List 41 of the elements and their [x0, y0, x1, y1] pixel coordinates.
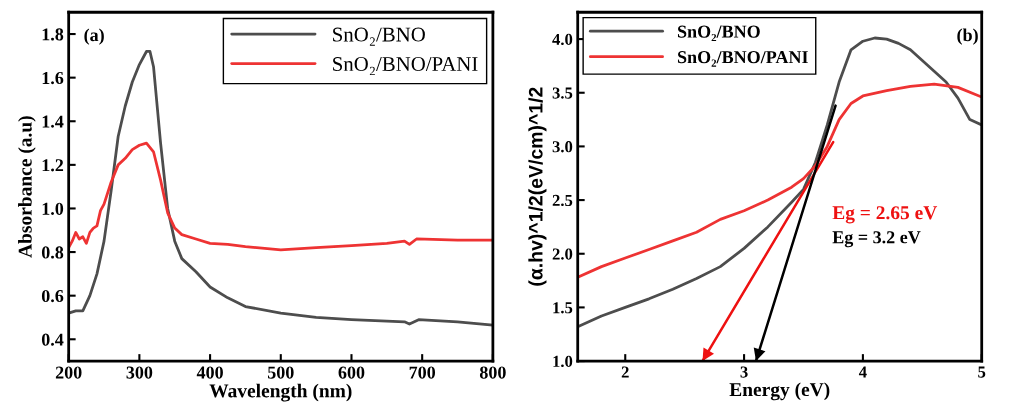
annotation: (a) — [84, 28, 104, 45]
x-tick-label: 2 — [621, 366, 629, 378]
x-tick-label: 600 — [338, 366, 365, 379]
y-axis-title: Absorbance (a.u) — [18, 116, 36, 258]
x-tick-label: 4 — [858, 366, 867, 378]
x-tick-label: 200 — [55, 366, 82, 379]
line-series — [68, 141, 493, 252]
legend-label: SnO₂/BNO/PANI — [677, 51, 808, 67]
x-tick-label: 3 — [740, 366, 748, 378]
annotation: Eg = 3.2 eV — [832, 231, 921, 248]
y-axis-title: (α.hv)^1/2(eV/cm)^1/2 — [528, 87, 547, 286]
y-tick-label: 0.8 — [41, 246, 64, 259]
x-tick-label: 400 — [196, 366, 223, 379]
y-tick-label: 0.6 — [41, 289, 64, 303]
x-tick-label: 5 — [978, 366, 986, 378]
y-tick-label: 4.0 — [552, 33, 573, 46]
x-axis-title: Energy (eV) — [729, 382, 830, 401]
y-tick-label: 1.0 — [42, 202, 64, 215]
y-tick-label: 1.5 — [553, 302, 573, 314]
x-tick-label: 700 — [409, 366, 436, 379]
x-axis-title: Wavelength (nm) — [209, 383, 352, 402]
legend-label: SnO₂/BNO — [333, 27, 425, 46]
y-tick-label: 3.0 — [552, 141, 573, 153]
x-tick-label: 800 — [479, 366, 506, 379]
y-tick-label: 0.4 — [41, 333, 64, 346]
legend-label: SnO₂/BNO/PANI — [333, 57, 478, 76]
line-series — [68, 50, 493, 327]
legend-label: SnO₂/BNO — [677, 25, 760, 42]
y-tick-label: 1.8 — [42, 28, 64, 41]
y-tick-label: 2.0 — [552, 248, 573, 260]
line-series — [577, 82, 982, 279]
y-tick-label: 2.5 — [552, 194, 573, 207]
y-tick-label: 3.5 — [552, 87, 573, 99]
annotation: (b) — [957, 28, 978, 45]
y-tick-label: 1.2 — [42, 159, 64, 172]
y-tick-label: 1.6 — [42, 71, 64, 85]
y-tick-label: 1.0 — [553, 355, 573, 368]
x-tick-label: 300 — [126, 366, 153, 379]
annotation: Eg = 2.65 eV — [832, 206, 938, 224]
x-tick-label: 500 — [267, 366, 294, 379]
y-tick-label: 1.4 — [42, 115, 64, 128]
